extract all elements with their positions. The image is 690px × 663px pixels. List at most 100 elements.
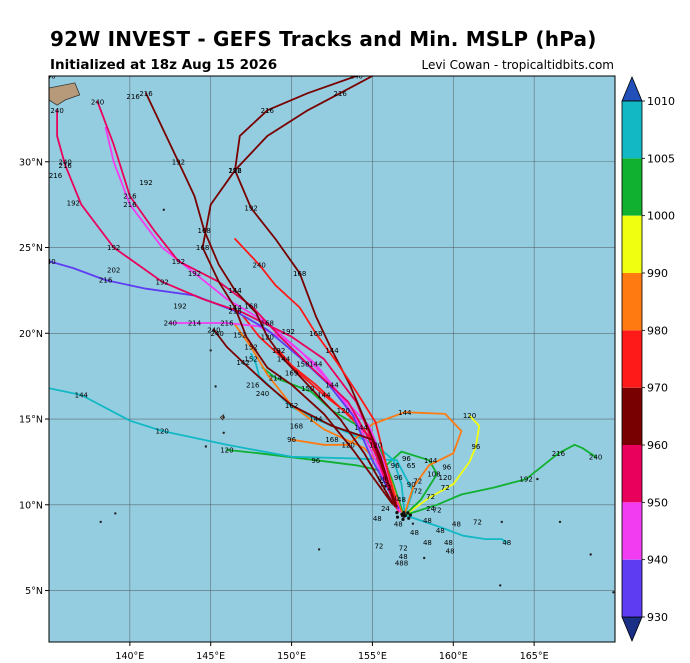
track-hour-label: 192 — [107, 244, 120, 252]
initial-position-marker — [395, 515, 400, 519]
track-hour-label: 48 — [397, 496, 406, 504]
track-hour-label: 48 — [399, 553, 408, 561]
colorbar-tick-label: 940 — [647, 554, 668, 567]
track-hour-label: 120 — [342, 441, 355, 449]
colorbar-tick-label: 970 — [647, 382, 668, 395]
track-hour-label: 65 — [407, 462, 416, 470]
land-layer — [45, 82, 615, 594]
track-hour-label: 72 — [473, 519, 482, 527]
track-hour-label: 144 — [228, 287, 242, 295]
track-hour-label: 216 — [261, 107, 275, 115]
track-hour-label: 168 — [293, 270, 306, 278]
chart-subtitle: Initialized at 18z Aug 15 2026 — [50, 57, 278, 73]
island-dot — [214, 385, 217, 388]
initial-position-marker — [407, 516, 411, 520]
track-hour-label: 72 — [441, 484, 450, 492]
island-dot — [204, 445, 208, 448]
track-hour-label: 216 — [333, 90, 347, 98]
initial-position-marker — [408, 513, 412, 517]
island-dot — [499, 584, 502, 587]
ensemble-track-12 — [104, 126, 400, 511]
island-dot — [222, 431, 225, 434]
island-dot — [536, 477, 539, 481]
track-hour-label: 152 — [244, 356, 257, 364]
track-hour-label: 216 — [246, 381, 260, 389]
ocean-background — [49, 76, 615, 642]
track-hour-label: 48 — [373, 515, 382, 523]
track-hour-label: 240 — [91, 98, 104, 106]
ensemble-track-5 — [49, 387, 414, 516]
track-hour-label: 168 — [325, 436, 338, 444]
colorbar-segment — [622, 330, 642, 388]
track-hour-label: 120 — [369, 441, 382, 449]
track-hour-label: 72 — [383, 484, 392, 492]
track-hour-label: 144 — [424, 457, 438, 465]
track-hour-label: 240 — [50, 107, 63, 115]
track-hour-label: 96 — [287, 436, 296, 444]
track-hour-label: 192 — [156, 278, 169, 286]
track-hour-label: 192 — [228, 167, 241, 175]
track-hour-label: 72 — [413, 477, 422, 485]
axis-layer: 140°E 145°E 150°E 155°E 160°E 165°E 5°N 10°N 15°… — [19, 157, 549, 662]
x-tick-label: 165°E — [520, 651, 549, 662]
track-hour-label: 214 — [188, 320, 202, 328]
island-dot — [114, 512, 117, 515]
track-hour-label: 192 — [172, 158, 185, 166]
track-hour-label: 192 — [244, 205, 257, 213]
track-hour-label: 214 — [269, 375, 283, 383]
track-hour-label: 96 — [311, 457, 320, 465]
track-hour-label: 162 — [285, 402, 298, 410]
track-hour-label: 240 — [211, 330, 224, 338]
ensemble-track-14 — [49, 260, 400, 510]
chart-title: 92W INVEST - GEFS Tracks and Min. MSLP (… — [50, 27, 597, 51]
track-hour-label: 48 — [423, 517, 432, 525]
track-hour-label: 72 — [379, 481, 388, 489]
grid-layer — [49, 76, 615, 642]
colorbar-low-extension — [621, 616, 643, 643]
track-hour-label: 72 — [433, 507, 442, 515]
track-layer — [49, 76, 597, 544]
track-hour-label: 216 — [220, 320, 234, 328]
ensemble-track-13 — [169, 322, 401, 513]
track-hour-label: 72 — [426, 493, 435, 501]
track-hour-label: 144 — [325, 381, 339, 389]
track-hour-label: 98 — [378, 476, 387, 484]
track-hour-label: 216 — [228, 308, 242, 316]
track-hour-label: 120 — [156, 428, 169, 436]
y-tick-label: 15°N — [19, 415, 43, 426]
track-hour-label: 120 — [439, 474, 452, 482]
ensemble-track-19 — [201, 76, 393, 505]
track-hour-label: 96 — [442, 464, 451, 472]
track-hour-label: 48 — [436, 527, 445, 535]
track-hour-label: 144 — [309, 416, 323, 424]
colorbar-tick-label: 950 — [647, 496, 668, 509]
island-dot — [558, 520, 562, 524]
colorbar-tick-label: 960 — [647, 439, 668, 452]
track-hour-label: 192 — [173, 302, 186, 310]
track-hour-label: 192 — [519, 476, 532, 484]
y-tick-label: 25°N — [19, 243, 43, 254]
x-tick-label: 150°E — [277, 651, 306, 662]
island-dot — [45, 547, 47, 549]
track-hour-label: 216 — [123, 193, 137, 201]
track-hour-label: 144 — [317, 392, 331, 400]
track-hour-label: 120 — [337, 407, 350, 415]
track-hour-label: 120 — [261, 333, 274, 341]
y-tick-label: 10°N — [19, 500, 43, 511]
track-hour-label: 168 — [196, 244, 209, 252]
track-hour-label: 240 — [589, 453, 602, 461]
track-hour-label: 216 — [139, 90, 153, 98]
track-hour-label: 168 — [309, 330, 322, 338]
track-hour-label: 168 — [290, 423, 303, 431]
track-hour-label: 96 — [402, 455, 411, 463]
track-hour-label: 24 — [426, 505, 435, 513]
colorbar-tick-label: 930 — [647, 611, 668, 624]
track-hour-label: 72 — [374, 543, 383, 551]
y-tick-label: 20°N — [19, 329, 43, 340]
track-hour-label: 216 — [123, 201, 137, 209]
track-hour-label: 144 — [325, 347, 339, 355]
track-hour-label: 144 — [75, 392, 89, 400]
track-hour-label: 216 — [59, 162, 73, 170]
colorbar-segment — [622, 215, 642, 273]
